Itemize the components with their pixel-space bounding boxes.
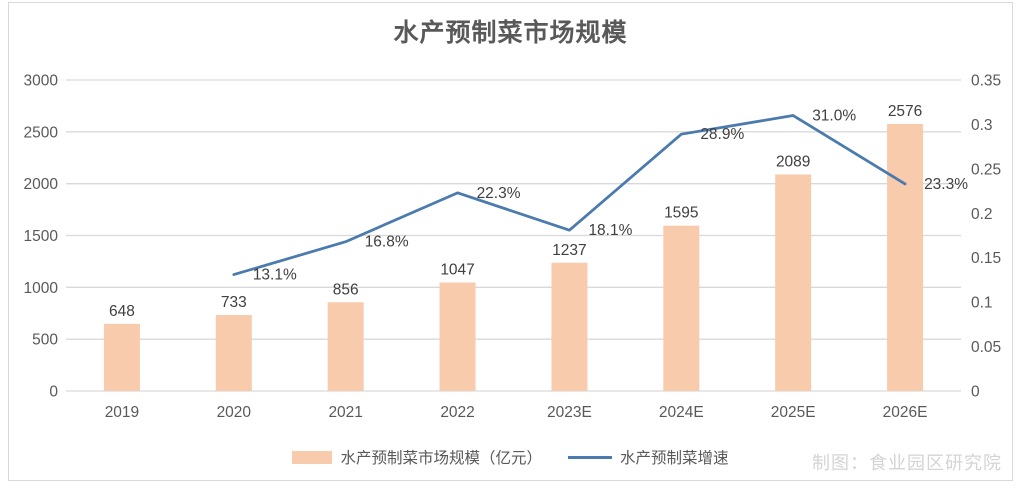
- legend-bar-swatch: [292, 450, 333, 464]
- x-axis-label-2019: 2019: [105, 404, 139, 421]
- line-data-label: 16.8%: [365, 234, 409, 251]
- right-axis-tick-label: 0: [971, 384, 980, 401]
- right-axis-tick-label: 0.05: [971, 339, 1001, 356]
- right-axis-tick-label: 0.15: [971, 250, 1001, 267]
- bar-data-label: 1047: [440, 261, 474, 278]
- bar-2022: [439, 282, 476, 391]
- bar-data-label: 1595: [664, 205, 698, 222]
- legend-bar-label: 水产预制菜市场规模（亿元）: [340, 450, 542, 467]
- bar-data-label: 2089: [776, 153, 810, 170]
- right-axis-tick-label: 0.25: [971, 161, 1001, 178]
- bar-2023E: [551, 262, 588, 391]
- line-data-label: 18.1%: [588, 222, 632, 239]
- bar-2020: [215, 315, 252, 391]
- bar-2019: [103, 323, 140, 391]
- bar-data-label: 2576: [888, 103, 922, 120]
- line-data-label: 22.3%: [477, 185, 521, 202]
- right-axis-tick-label: 0.2: [971, 206, 993, 223]
- x-axis-label-2026E: 2026E: [883, 404, 928, 421]
- left-axis-tick-label: 1000: [24, 280, 59, 297]
- legend-item-line-series: 水产预制菜增速: [568, 446, 729, 468]
- left-axis-tick-label: 2000: [24, 176, 59, 193]
- bar-data-label: 733: [221, 294, 247, 311]
- watermark: 制图：食业园区研究院: [812, 453, 1002, 473]
- right-axis-tick-label: 0.1: [971, 295, 993, 312]
- left-axis-tick-label: 2500: [24, 124, 59, 141]
- line-data-label: 23.3%: [924, 176, 968, 193]
- chart-frame: 水产预制菜市场规模 0 500 1000 1500 2000 2500 3000 0 0.05 0…: [8, 2, 1013, 481]
- x-axis-label-2022: 2022: [440, 404, 474, 421]
- growth-line: [232, 114, 907, 276]
- bar-2024E: [663, 225, 700, 391]
- legend: 水产预制菜市场规模（亿元） 水产预制菜增速: [9, 446, 1012, 468]
- left-axis-tick-label: 3000: [24, 73, 59, 90]
- x-axis-label-2024E: 2024E: [659, 404, 704, 421]
- x-axis-label-2020: 2020: [217, 404, 252, 421]
- x-axis-label-2025E: 2025E: [771, 404, 816, 421]
- line-data-label: 13.1%: [253, 267, 297, 284]
- bar-data-label: 648: [109, 303, 135, 320]
- legend-line-label: 水产预制菜增速: [620, 450, 729, 467]
- legend-item-bar-series: 水产预制菜市场规模（亿元）: [292, 446, 542, 468]
- bar-2025E: [775, 174, 812, 391]
- plot-area: 0 500 1000 1500 2000 2500 3000 0 0.05 0.1 0.15 0.2 0…: [24, 73, 1002, 422]
- chart-title: 水产预制菜市场规模: [393, 20, 628, 47]
- left-axis-tick-label: 500: [32, 332, 58, 349]
- line-data-label: 28.9%: [700, 126, 744, 143]
- right-axis-tick-label: 0.3: [971, 117, 993, 134]
- legend-line-swatch: [568, 455, 612, 459]
- bar-2026E: [887, 123, 924, 392]
- line-data-label: 31.0%: [812, 108, 856, 125]
- x-axis-label-2023E: 2023E: [547, 404, 592, 421]
- left-axis-tick-label: 1500: [24, 228, 59, 245]
- right-axis-tick-label: 0.35: [971, 73, 1001, 90]
- x-axis-label-2021: 2021: [328, 404, 362, 421]
- bar-data-label: 856: [333, 281, 359, 298]
- bar-data-label: 1237: [552, 242, 586, 259]
- left-axis-tick-label: 0: [49, 384, 58, 401]
- bar-2021: [327, 302, 364, 391]
